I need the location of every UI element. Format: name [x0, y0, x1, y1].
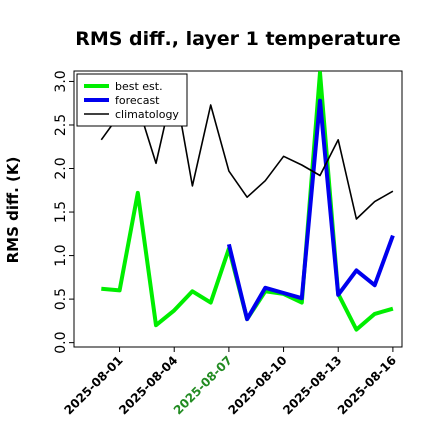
- chart-title: RMS diff., layer 1 temperature: [75, 28, 401, 50]
- y-tick-label: 2.0: [53, 157, 69, 179]
- y-axis: 0.0 0.5 1.0 1.5 2.0 2.5 3.0: [53, 70, 74, 354]
- y-tick-label: 1.5: [53, 201, 69, 223]
- x-axis: 2025-08-012025-08-042025-08-072025-08-10…: [61, 347, 399, 417]
- legend-label: forecast: [115, 94, 160, 107]
- y-tick-label: 3.0: [53, 70, 69, 92]
- y-tick-label: 0.0: [53, 332, 69, 354]
- y-tick-label: 1.0: [53, 244, 69, 266]
- legend-label: best est.: [115, 80, 163, 93]
- x-tick-label: 2025-08-16: [335, 353, 399, 417]
- series-line-forecast: [226, 98, 395, 322]
- y-tick-label: 0.5: [53, 288, 69, 310]
- y-tick-label: 2.5: [53, 114, 69, 136]
- legend-label: climatology: [115, 108, 179, 121]
- series-line-climatology: [100, 82, 394, 220]
- plot-area: [73, 70, 403, 348]
- series-lines: [100, 71, 395, 332]
- y-axis-label: RMS diff. (K): [4, 157, 22, 264]
